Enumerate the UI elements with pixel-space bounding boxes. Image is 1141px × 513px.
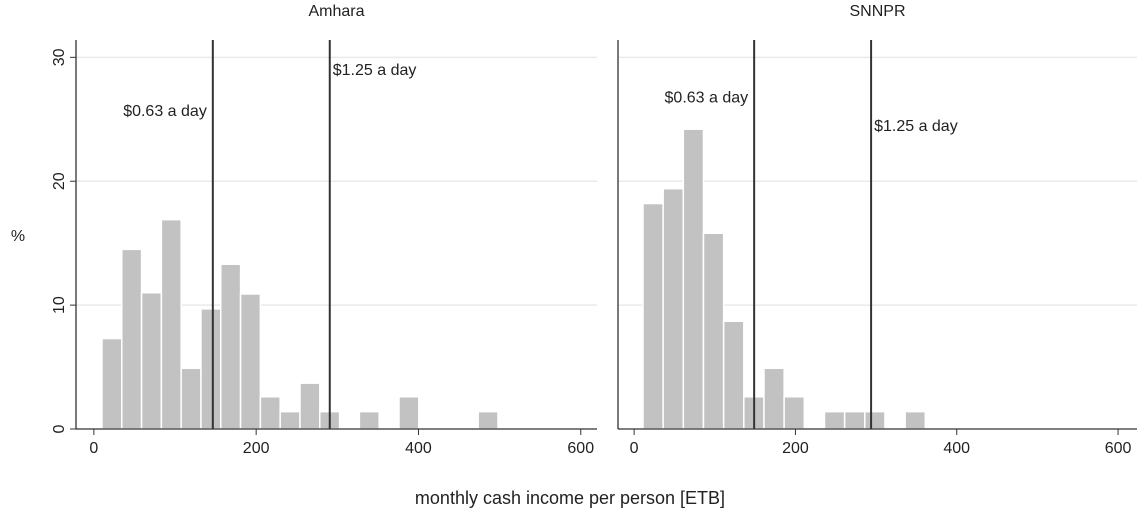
annotation: $1.25 a day: [874, 118, 958, 135]
annotation: $0.63 a day: [123, 103, 207, 120]
x-tick-label: 0: [630, 440, 639, 457]
bar: [121, 248, 143, 430]
bar: [140, 291, 163, 430]
bar: [722, 320, 745, 430]
bar: [358, 410, 380, 430]
bar: [239, 293, 262, 430]
panel-title: SNNPR: [849, 3, 905, 20]
bar: [843, 410, 866, 430]
bar: [160, 218, 182, 430]
bar: [299, 382, 321, 430]
x-tick-label: 400: [405, 440, 432, 457]
bar: [904, 410, 927, 430]
y-tick-label: 0: [51, 424, 68, 433]
bar: [823, 410, 846, 430]
bar: [200, 308, 222, 430]
bar: [180, 367, 202, 430]
bar: [702, 232, 725, 430]
x-axis-label: monthly cash income per person [ETB]: [415, 488, 725, 508]
x-tick-label: 600: [567, 440, 594, 457]
bar: [101, 337, 123, 430]
bar: [864, 410, 886, 430]
y-tick-label: 30: [51, 48, 68, 66]
annotation: $0.63 a day: [665, 89, 749, 106]
bar: [477, 410, 499, 430]
y-tick-label: 10: [51, 296, 68, 314]
panel-title: Amhara: [308, 3, 364, 20]
bar: [259, 396, 281, 430]
bar: [220, 263, 242, 430]
x-tick-label: 0: [89, 440, 98, 457]
bar: [642, 202, 664, 430]
y-axis-label: %: [11, 228, 25, 245]
bar: [662, 187, 685, 430]
annotation: $1.25 a day: [333, 62, 417, 79]
bar: [279, 410, 301, 430]
x-tick-label: 200: [243, 440, 270, 457]
bar: [398, 396, 420, 430]
bar: [783, 396, 806, 430]
bar: [763, 367, 785, 430]
x-tick-label: 400: [943, 440, 970, 457]
bar: [682, 128, 705, 430]
y-tick-label: 20: [51, 172, 68, 190]
x-tick-label: 600: [1105, 440, 1132, 457]
x-tick-label: 200: [782, 440, 809, 457]
